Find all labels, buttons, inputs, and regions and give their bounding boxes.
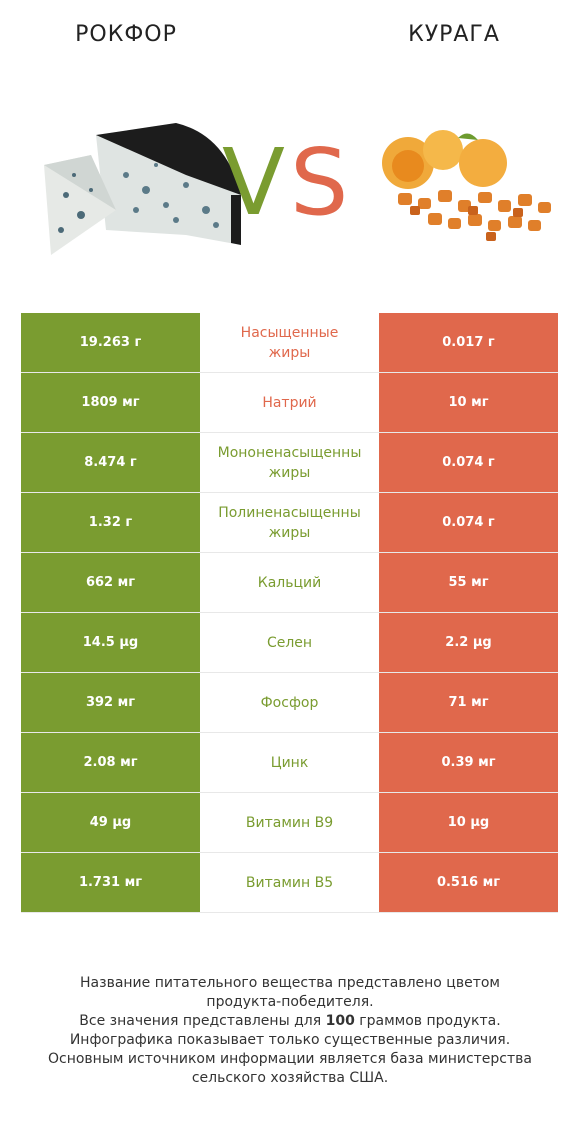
vs-s-letter: S	[290, 129, 349, 236]
table-row: 2.08 мг Цинк 0.39 мг	[21, 733, 558, 793]
table-row: 49 µg Витамин B9 10 µg	[21, 793, 558, 853]
table-row: 1.731 мг Витамин B5 0.516 мг	[21, 853, 558, 913]
right-value: 10 мг	[379, 373, 558, 432]
footer-line: Инфографика показывает только существенн…	[69, 1032, 511, 1048]
nutrient-label: Насыщенные жиры	[240, 324, 339, 361]
left-value: 14.5 µg	[21, 613, 200, 672]
left-value: 1.32 г	[21, 493, 200, 552]
footer-note: Название питательного вещества представл…	[20, 974, 560, 1088]
table-row: 19.263 г Насыщенные жиры 0.017 г	[21, 313, 558, 373]
footer-line: Название питательного вещества представл…	[80, 975, 500, 991]
table-row: 662 мг Кальций 55 мг	[21, 553, 558, 613]
nutrient-label: Кальций	[257, 574, 322, 591]
right-value: 0.074 г	[379, 493, 558, 552]
left-value: 662 мг	[21, 553, 200, 612]
nutrient-label: Селен	[266, 634, 313, 651]
nutrient-label: Фосфор	[260, 694, 319, 711]
vs-v-letter: V	[222, 129, 285, 236]
nutrient-label: Полиненасыщенны жиры	[218, 504, 361, 541]
comparison-table: 19.263 г Насыщенные жиры 0.017 г 1809 мг Нат…	[21, 313, 558, 913]
left-value: 1.731 мг	[21, 853, 200, 912]
table-row: 392 мг Фосфор 71 мг	[21, 673, 558, 733]
footer-line: Основным источником информации является …	[48, 1051, 532, 1067]
table-row: 8.474 г Мононенасыщенны жиры 0.074 г	[21, 433, 558, 493]
nutrient-label: Мононенасыщенны жиры	[217, 444, 362, 481]
right-value: 10 µg	[379, 793, 558, 852]
right-product-title: КУРАГА	[408, 22, 500, 47]
left-product-title: РОКФОР	[75, 22, 177, 47]
nutrient-label: Натрий	[262, 394, 317, 411]
right-value: 55 мг	[379, 553, 558, 612]
footer-line: продукта-победителя.	[206, 994, 374, 1010]
table-row: 1.32 г Полиненасыщенны жиры 0.074 г	[21, 493, 558, 553]
versus-label: V S	[222, 128, 362, 238]
left-value: 1809 мг	[21, 373, 200, 432]
right-value: 2.2 µg	[379, 613, 558, 672]
roquefort-cheese-image	[44, 123, 241, 255]
right-value: 71 мг	[379, 673, 558, 732]
left-value: 49 µg	[21, 793, 200, 852]
table-row: 1809 мг Натрий 10 мг	[21, 373, 558, 433]
right-value: 0.017 г	[379, 313, 558, 372]
footer-line: Все значения представлены для 100 граммо…	[79, 1013, 501, 1029]
left-value: 392 мг	[21, 673, 200, 732]
left-value: 2.08 мг	[21, 733, 200, 792]
left-value: 19.263 г	[21, 313, 200, 372]
left-value: 8.474 г	[21, 433, 200, 492]
table-row: 14.5 µg Селен 2.2 µg	[21, 613, 558, 673]
right-value: 0.516 мг	[379, 853, 558, 912]
nutrient-label: Витамин B5	[245, 874, 334, 891]
right-value: 0.074 г	[379, 433, 558, 492]
right-value: 0.39 мг	[379, 733, 558, 792]
footer-line: сельского хозяйства США.	[191, 1070, 389, 1086]
dried-apricots-image	[382, 130, 551, 241]
nutrient-label: Витамин B9	[245, 814, 334, 831]
nutrient-label: Цинк	[270, 754, 309, 771]
